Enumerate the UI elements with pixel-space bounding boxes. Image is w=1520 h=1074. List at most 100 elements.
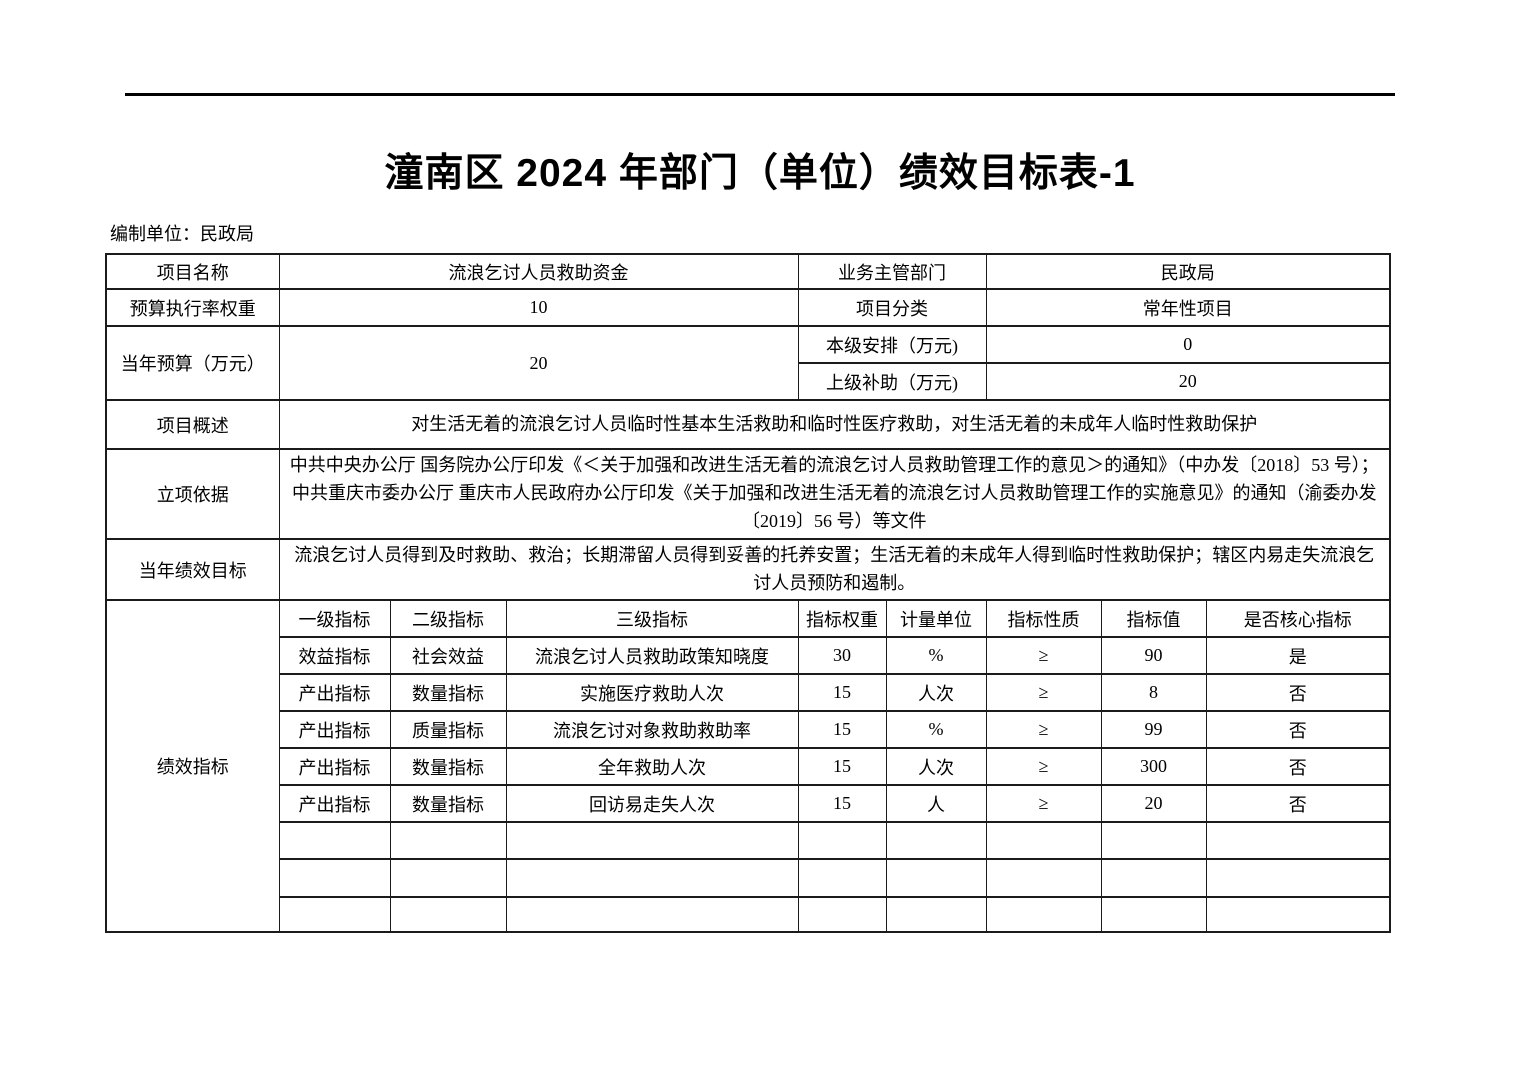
col-header-level3: 三级指标 — [505, 599, 799, 639]
indicator-value: 99 — [1100, 710, 1207, 750]
indicator-level3: 流浪乞讨对象救助救助率 — [505, 710, 799, 750]
empty-indicator-row — [106, 858, 1391, 899]
empty-cell — [389, 896, 507, 934]
empty-indicator-row — [106, 821, 1391, 861]
indicator-value: 90 — [1100, 636, 1207, 676]
indicator-level1: 产出指标 — [278, 784, 391, 824]
indicator-level2: 数量指标 — [389, 747, 507, 787]
indicator-level1: 产出指标 — [278, 747, 391, 787]
empty-cell — [389, 821, 507, 861]
empty-cell — [505, 858, 799, 899]
empty-cell — [278, 896, 391, 934]
indicator-row: 效益指标 社会效益 流浪乞讨人员救助政策知晓度 30 % ≥ 90 是 — [106, 636, 1391, 676]
table-row: 当年预算（万元） 20 本级安排（万元) 0 — [105, 325, 1391, 401]
indicator-level1: 产出指标 — [278, 673, 391, 713]
empty-cell — [1205, 858, 1391, 899]
col-header-core: 是否核心指标 — [1205, 599, 1391, 639]
indicator-level2: 社会效益 — [389, 636, 507, 676]
basis-label: 立项依据 — [105, 448, 280, 540]
project-name-label: 项目名称 — [105, 253, 280, 290]
performance-target-table: 项目名称 流浪乞讨人员救助资金 业务主管部门 民政局 预算执行率权重 10 项目… — [105, 253, 1392, 934]
empty-cell — [885, 858, 987, 899]
indicator-weight: 15 — [797, 673, 887, 713]
indicator-header-row: 绩效指标 一级指标 二级指标 三级指标 指标权重 计量单位 指标性质 指标值 是… — [105, 599, 1391, 934]
indicator-unit: 人次 — [885, 673, 987, 713]
annual-budget-label: 当年预算（万元） — [105, 325, 280, 401]
empty-cell — [885, 896, 987, 934]
goal-text: 流浪乞讨人员得到及时救助、救治；长期滞留人员得到妥善的托养安置；生活无着的未成年… — [278, 537, 1391, 602]
indicator-level1: 产出指标 — [278, 710, 391, 750]
indicator-unit: % — [885, 636, 987, 676]
empty-cell — [1205, 896, 1391, 934]
empty-cell — [985, 821, 1102, 861]
indicator-core: 否 — [1205, 747, 1391, 787]
indicator-level1: 效益指标 — [278, 636, 391, 676]
indicator-nature: ≥ — [985, 747, 1102, 787]
indicator-nature: ≥ — [985, 784, 1102, 824]
indicator-level3: 全年救助人次 — [505, 747, 799, 787]
empty-cell — [1100, 821, 1207, 861]
empty-cell — [505, 821, 799, 861]
col-header-unit: 计量单位 — [885, 599, 987, 639]
indicator-level3: 流浪乞讨人员救助政策知晓度 — [505, 636, 799, 676]
indicator-weight: 15 — [797, 710, 887, 750]
indicator-level2: 数量指标 — [389, 673, 507, 713]
header-rule — [125, 93, 1395, 96]
category-value: 常年性项目 — [985, 288, 1391, 327]
empty-cell — [985, 896, 1102, 934]
prepared-by: 编制单位：民政局 — [110, 224, 254, 244]
indicator-nature: ≥ — [985, 673, 1102, 713]
col-header-nature: 指标性质 — [985, 599, 1102, 639]
table-row: 项目名称 流浪乞讨人员救助资金 业务主管部门 民政局 — [105, 253, 1391, 290]
indicator-weight: 15 — [797, 784, 887, 824]
empty-cell — [1205, 821, 1391, 861]
table-row: 预算执行率权重 10 项目分类 常年性项目 — [105, 288, 1391, 327]
basis-text: 中共中央办公厅 国务院办公厅印发《＜关于加强和改进生活无着的流浪乞讨人员救助管理… — [278, 448, 1391, 540]
indicator-core: 否 — [1205, 784, 1391, 824]
empty-cell — [278, 821, 391, 861]
empty-cell — [278, 858, 391, 899]
indicator-weight: 30 — [797, 636, 887, 676]
col-header-level2: 二级指标 — [389, 599, 507, 639]
indicator-row: 产出指标 数量指标 回访易走失人次 15 人 ≥ 20 否 — [106, 784, 1391, 824]
empty-cell — [389, 858, 507, 899]
table-row: 项目概述 对生活无着的流浪乞讨人员临时性基本生活救助和临时性医疗救助，对生活无着… — [105, 399, 1391, 450]
indicator-unit: % — [885, 710, 987, 750]
indicator-weight: 15 — [797, 747, 887, 787]
superior-subsidy-value: 20 — [985, 362, 1391, 401]
empty-indicator-row — [106, 896, 1391, 934]
indicator-core: 否 — [1205, 673, 1391, 713]
empty-cell — [797, 858, 887, 899]
empty-cell — [1100, 896, 1207, 934]
indicator-nature: ≥ — [985, 710, 1102, 750]
table-row: 上级补助（万元) 20 — [106, 362, 1391, 401]
annual-budget-value: 20 — [278, 325, 799, 401]
indicator-row: 产出指标 数量指标 实施医疗救助人次 15 人次 ≥ 8 否 — [106, 673, 1391, 713]
table-row: 当年绩效目标 流浪乞讨人员得到及时救助、救治；长期滞留人员得到妥善的托养安置；生… — [105, 537, 1391, 602]
overview-text: 对生活无着的流浪乞讨人员临时性基本生活救助和临时性医疗救助，对生活无着的未成年人… — [278, 399, 1391, 450]
indicator-row: 产出指标 质量指标 流浪乞讨对象救助救助率 15 % ≥ 99 否 — [106, 710, 1391, 750]
indicator-core: 否 — [1205, 710, 1391, 750]
page-title: 潼南区 2024 年部门（单位）绩效目标表-1 — [384, 152, 1136, 195]
indicator-value: 300 — [1100, 747, 1207, 787]
indicator-unit: 人 — [885, 784, 987, 824]
empty-cell — [1100, 858, 1207, 899]
indicator-core: 是 — [1205, 636, 1391, 676]
budget-exec-weight-label: 预算执行率权重 — [105, 288, 280, 327]
empty-cell — [797, 896, 887, 934]
superior-subsidy-label: 上级补助（万元) — [797, 362, 987, 401]
indicator-level3: 回访易走失人次 — [505, 784, 799, 824]
budget-exec-weight-value: 10 — [278, 288, 799, 327]
indicators-label: 绩效指标 — [105, 599, 280, 934]
indicator-value: 8 — [1100, 673, 1207, 713]
indicator-level3: 实施医疗救助人次 — [505, 673, 799, 713]
local-arrange-value: 0 — [985, 325, 1391, 364]
indicator-row: 产出指标 数量指标 全年救助人次 15 人次 ≥ 300 否 — [106, 747, 1391, 787]
empty-cell — [985, 858, 1102, 899]
empty-cell — [797, 821, 887, 861]
indicator-nature: ≥ — [985, 636, 1102, 676]
goal-label: 当年绩效目标 — [105, 537, 280, 602]
indicator-level2: 数量指标 — [389, 784, 507, 824]
indicator-unit: 人次 — [885, 747, 987, 787]
